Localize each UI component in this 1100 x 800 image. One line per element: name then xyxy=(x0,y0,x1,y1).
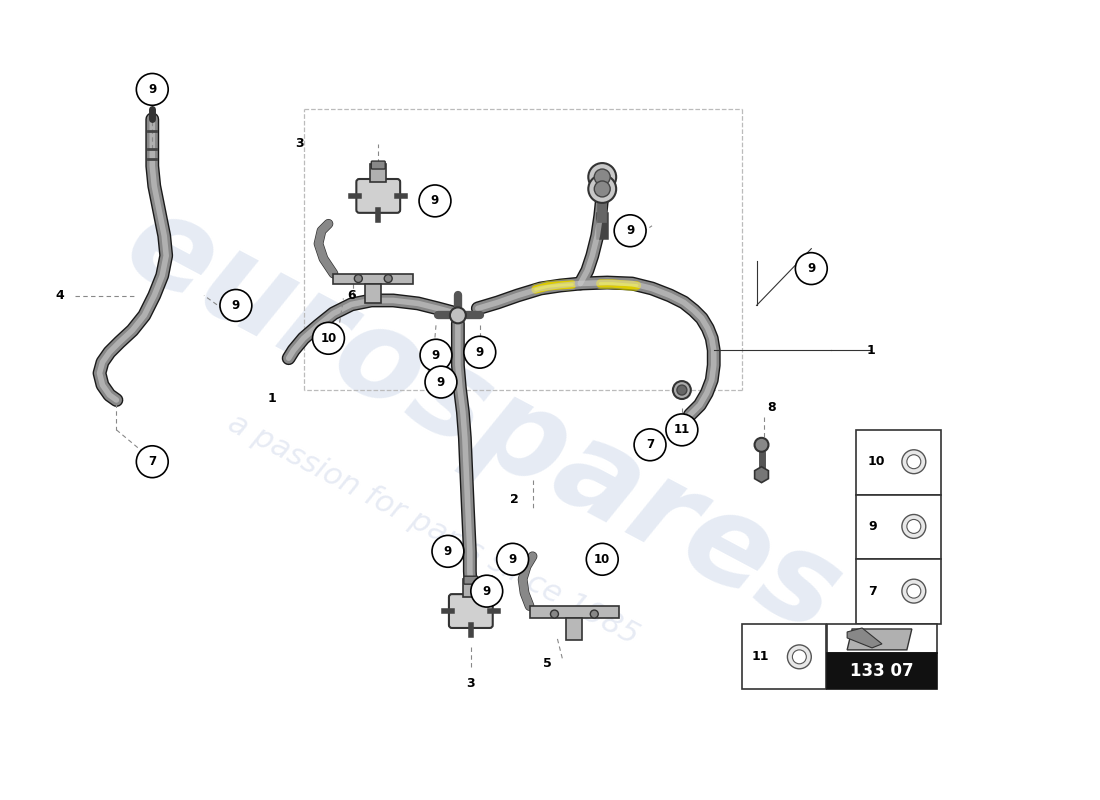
Bar xyxy=(741,624,826,689)
Circle shape xyxy=(902,579,926,603)
Circle shape xyxy=(594,181,610,197)
Circle shape xyxy=(902,450,926,474)
Circle shape xyxy=(676,385,686,395)
Circle shape xyxy=(354,274,362,282)
Circle shape xyxy=(586,543,618,575)
Circle shape xyxy=(788,645,812,669)
Circle shape xyxy=(906,454,921,469)
Circle shape xyxy=(550,610,559,618)
Text: 5: 5 xyxy=(543,658,552,670)
FancyBboxPatch shape xyxy=(356,179,400,213)
Circle shape xyxy=(588,163,616,191)
Text: 9: 9 xyxy=(232,299,240,312)
Circle shape xyxy=(792,650,806,664)
FancyBboxPatch shape xyxy=(464,576,477,584)
Text: 9: 9 xyxy=(807,262,815,275)
Text: 11: 11 xyxy=(674,423,690,436)
Bar xyxy=(856,494,940,559)
Text: 2: 2 xyxy=(510,493,519,506)
Text: 6: 6 xyxy=(348,289,355,302)
Text: 133 07: 133 07 xyxy=(850,662,914,679)
Polygon shape xyxy=(847,628,882,648)
Circle shape xyxy=(425,366,456,398)
Circle shape xyxy=(591,610,598,618)
Circle shape xyxy=(419,185,451,217)
Bar xyxy=(827,653,937,689)
Text: 7: 7 xyxy=(148,455,156,468)
Text: 10: 10 xyxy=(320,332,337,345)
Circle shape xyxy=(136,74,168,106)
FancyBboxPatch shape xyxy=(449,594,493,628)
Text: 9: 9 xyxy=(483,585,491,598)
Text: 9: 9 xyxy=(443,545,452,558)
Circle shape xyxy=(906,584,921,598)
Circle shape xyxy=(906,519,921,534)
Circle shape xyxy=(614,215,646,246)
Text: 9: 9 xyxy=(431,194,439,207)
Circle shape xyxy=(312,322,344,354)
Circle shape xyxy=(384,274,393,282)
Text: 3: 3 xyxy=(295,137,304,150)
Circle shape xyxy=(902,514,926,538)
Bar xyxy=(827,624,937,653)
Circle shape xyxy=(220,290,252,322)
Text: 1: 1 xyxy=(267,391,276,405)
Bar xyxy=(371,164,386,182)
Circle shape xyxy=(136,446,168,478)
Text: 9: 9 xyxy=(868,520,877,533)
Circle shape xyxy=(450,307,466,323)
Circle shape xyxy=(594,169,610,185)
Text: 1: 1 xyxy=(867,344,876,357)
Text: 4: 4 xyxy=(55,289,64,302)
Text: 10: 10 xyxy=(594,553,610,566)
Polygon shape xyxy=(755,466,769,482)
Text: 3: 3 xyxy=(466,678,475,690)
Circle shape xyxy=(432,535,464,567)
Text: a passion for parts since 1985: a passion for parts since 1985 xyxy=(222,409,644,650)
Bar xyxy=(566,618,582,640)
Circle shape xyxy=(634,429,665,461)
Bar xyxy=(333,274,414,283)
Text: 10: 10 xyxy=(868,455,886,468)
Text: eurospares: eurospares xyxy=(106,181,860,659)
Text: 9: 9 xyxy=(432,349,440,362)
Circle shape xyxy=(588,175,616,203)
Bar xyxy=(463,579,478,597)
Text: 11: 11 xyxy=(751,650,769,663)
Circle shape xyxy=(497,543,529,575)
Text: 9: 9 xyxy=(148,83,156,96)
Bar xyxy=(365,283,382,303)
Bar xyxy=(856,430,940,494)
Circle shape xyxy=(471,575,503,607)
Text: 9: 9 xyxy=(475,346,484,358)
Circle shape xyxy=(666,414,697,446)
FancyBboxPatch shape xyxy=(372,161,385,169)
Circle shape xyxy=(464,336,496,368)
Text: 7: 7 xyxy=(646,438,654,451)
Text: 8: 8 xyxy=(767,402,775,414)
Circle shape xyxy=(673,381,691,399)
Circle shape xyxy=(795,253,827,285)
Circle shape xyxy=(755,438,769,452)
Text: 7: 7 xyxy=(868,585,877,598)
Bar xyxy=(529,606,619,618)
Circle shape xyxy=(420,339,452,371)
Text: 9: 9 xyxy=(437,375,446,389)
Text: 9: 9 xyxy=(508,553,517,566)
Bar xyxy=(856,559,940,624)
Polygon shape xyxy=(847,629,912,650)
Text: 9: 9 xyxy=(626,224,635,238)
